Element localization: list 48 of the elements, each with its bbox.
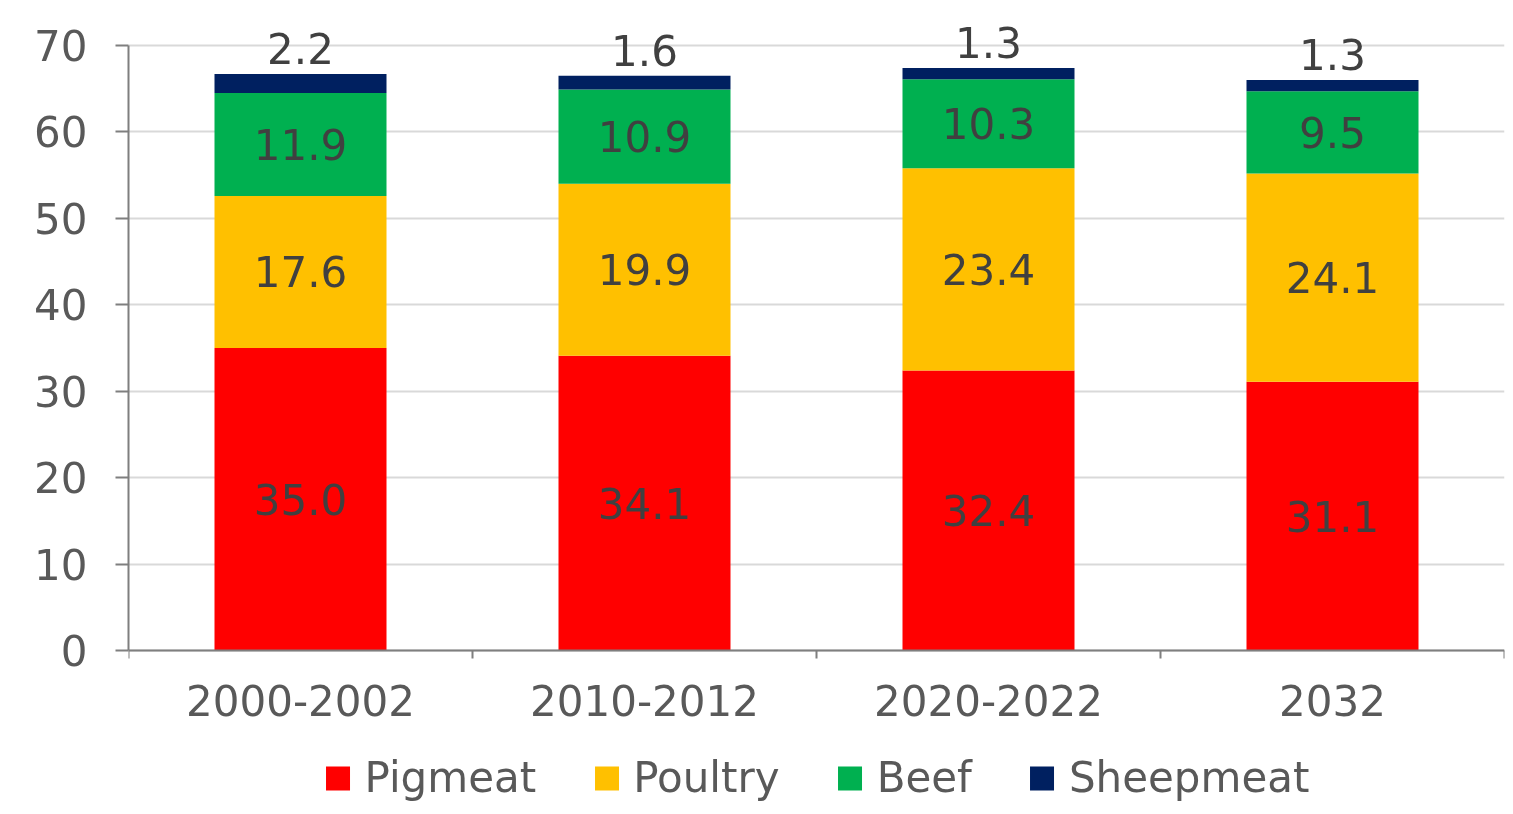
- legend-label: Poultry: [633, 753, 780, 802]
- bar: [1246, 91, 1419, 174]
- data-label: 34.1: [597, 479, 692, 529]
- bar: [1246, 173, 1419, 382]
- y-tick-label: 50: [34, 194, 88, 244]
- data-label: 32.4: [941, 486, 1036, 536]
- y-tick-label: 40: [34, 281, 88, 331]
- bar: [214, 348, 387, 651]
- legend-label: Pigmeat: [364, 753, 537, 802]
- bar: [902, 67, 1075, 80]
- y-tick-label: 10: [34, 540, 88, 590]
- x-tick-label: 2032: [1279, 676, 1386, 726]
- x-tick-label: 2020-2022: [874, 676, 1103, 726]
- legend-label: Beef: [876, 753, 972, 802]
- y-tick-label: 60: [34, 108, 88, 158]
- bar: [214, 74, 387, 94]
- data-label: 10.9: [597, 113, 692, 163]
- data-label: 24.1: [1285, 254, 1380, 304]
- data-label: 17.6: [253, 248, 348, 298]
- y-tick-label: 20: [34, 454, 88, 504]
- data-label: 1.3: [1299, 31, 1366, 81]
- data-label: 11.9: [253, 120, 348, 170]
- bar: [214, 93, 387, 196]
- bar: [1246, 381, 1419, 651]
- bar: [902, 168, 1075, 371]
- bar: [558, 75, 731, 90]
- x-tick-label: 2000-2002: [186, 676, 415, 726]
- x-tick-label: 2010-2012: [530, 676, 759, 726]
- bar: [558, 89, 731, 184]
- data-label: 1.3: [955, 18, 1022, 68]
- y-tick-label: 30: [34, 367, 88, 417]
- legend-label: Sheepmeat: [1068, 753, 1310, 802]
- y-tick-label: 70: [34, 22, 88, 71]
- data-label: 35.0: [253, 475, 348, 525]
- bar: [902, 79, 1075, 169]
- bar: [902, 370, 1075, 651]
- data-label: 10.3: [941, 100, 1036, 150]
- bar: [214, 195, 387, 348]
- data-label: 2.2: [267, 25, 334, 75]
- data-label: 23.4: [941, 245, 1036, 295]
- bar: [558, 355, 731, 651]
- bar: [1246, 80, 1419, 92]
- data-label: 9.5: [1299, 108, 1366, 158]
- data-label: 19.9: [597, 246, 692, 296]
- y-tick-label: 0: [60, 627, 88, 676]
- data-label: 1.6: [611, 26, 678, 76]
- bar: [558, 183, 731, 356]
- data-label: 31.1: [1285, 492, 1380, 542]
